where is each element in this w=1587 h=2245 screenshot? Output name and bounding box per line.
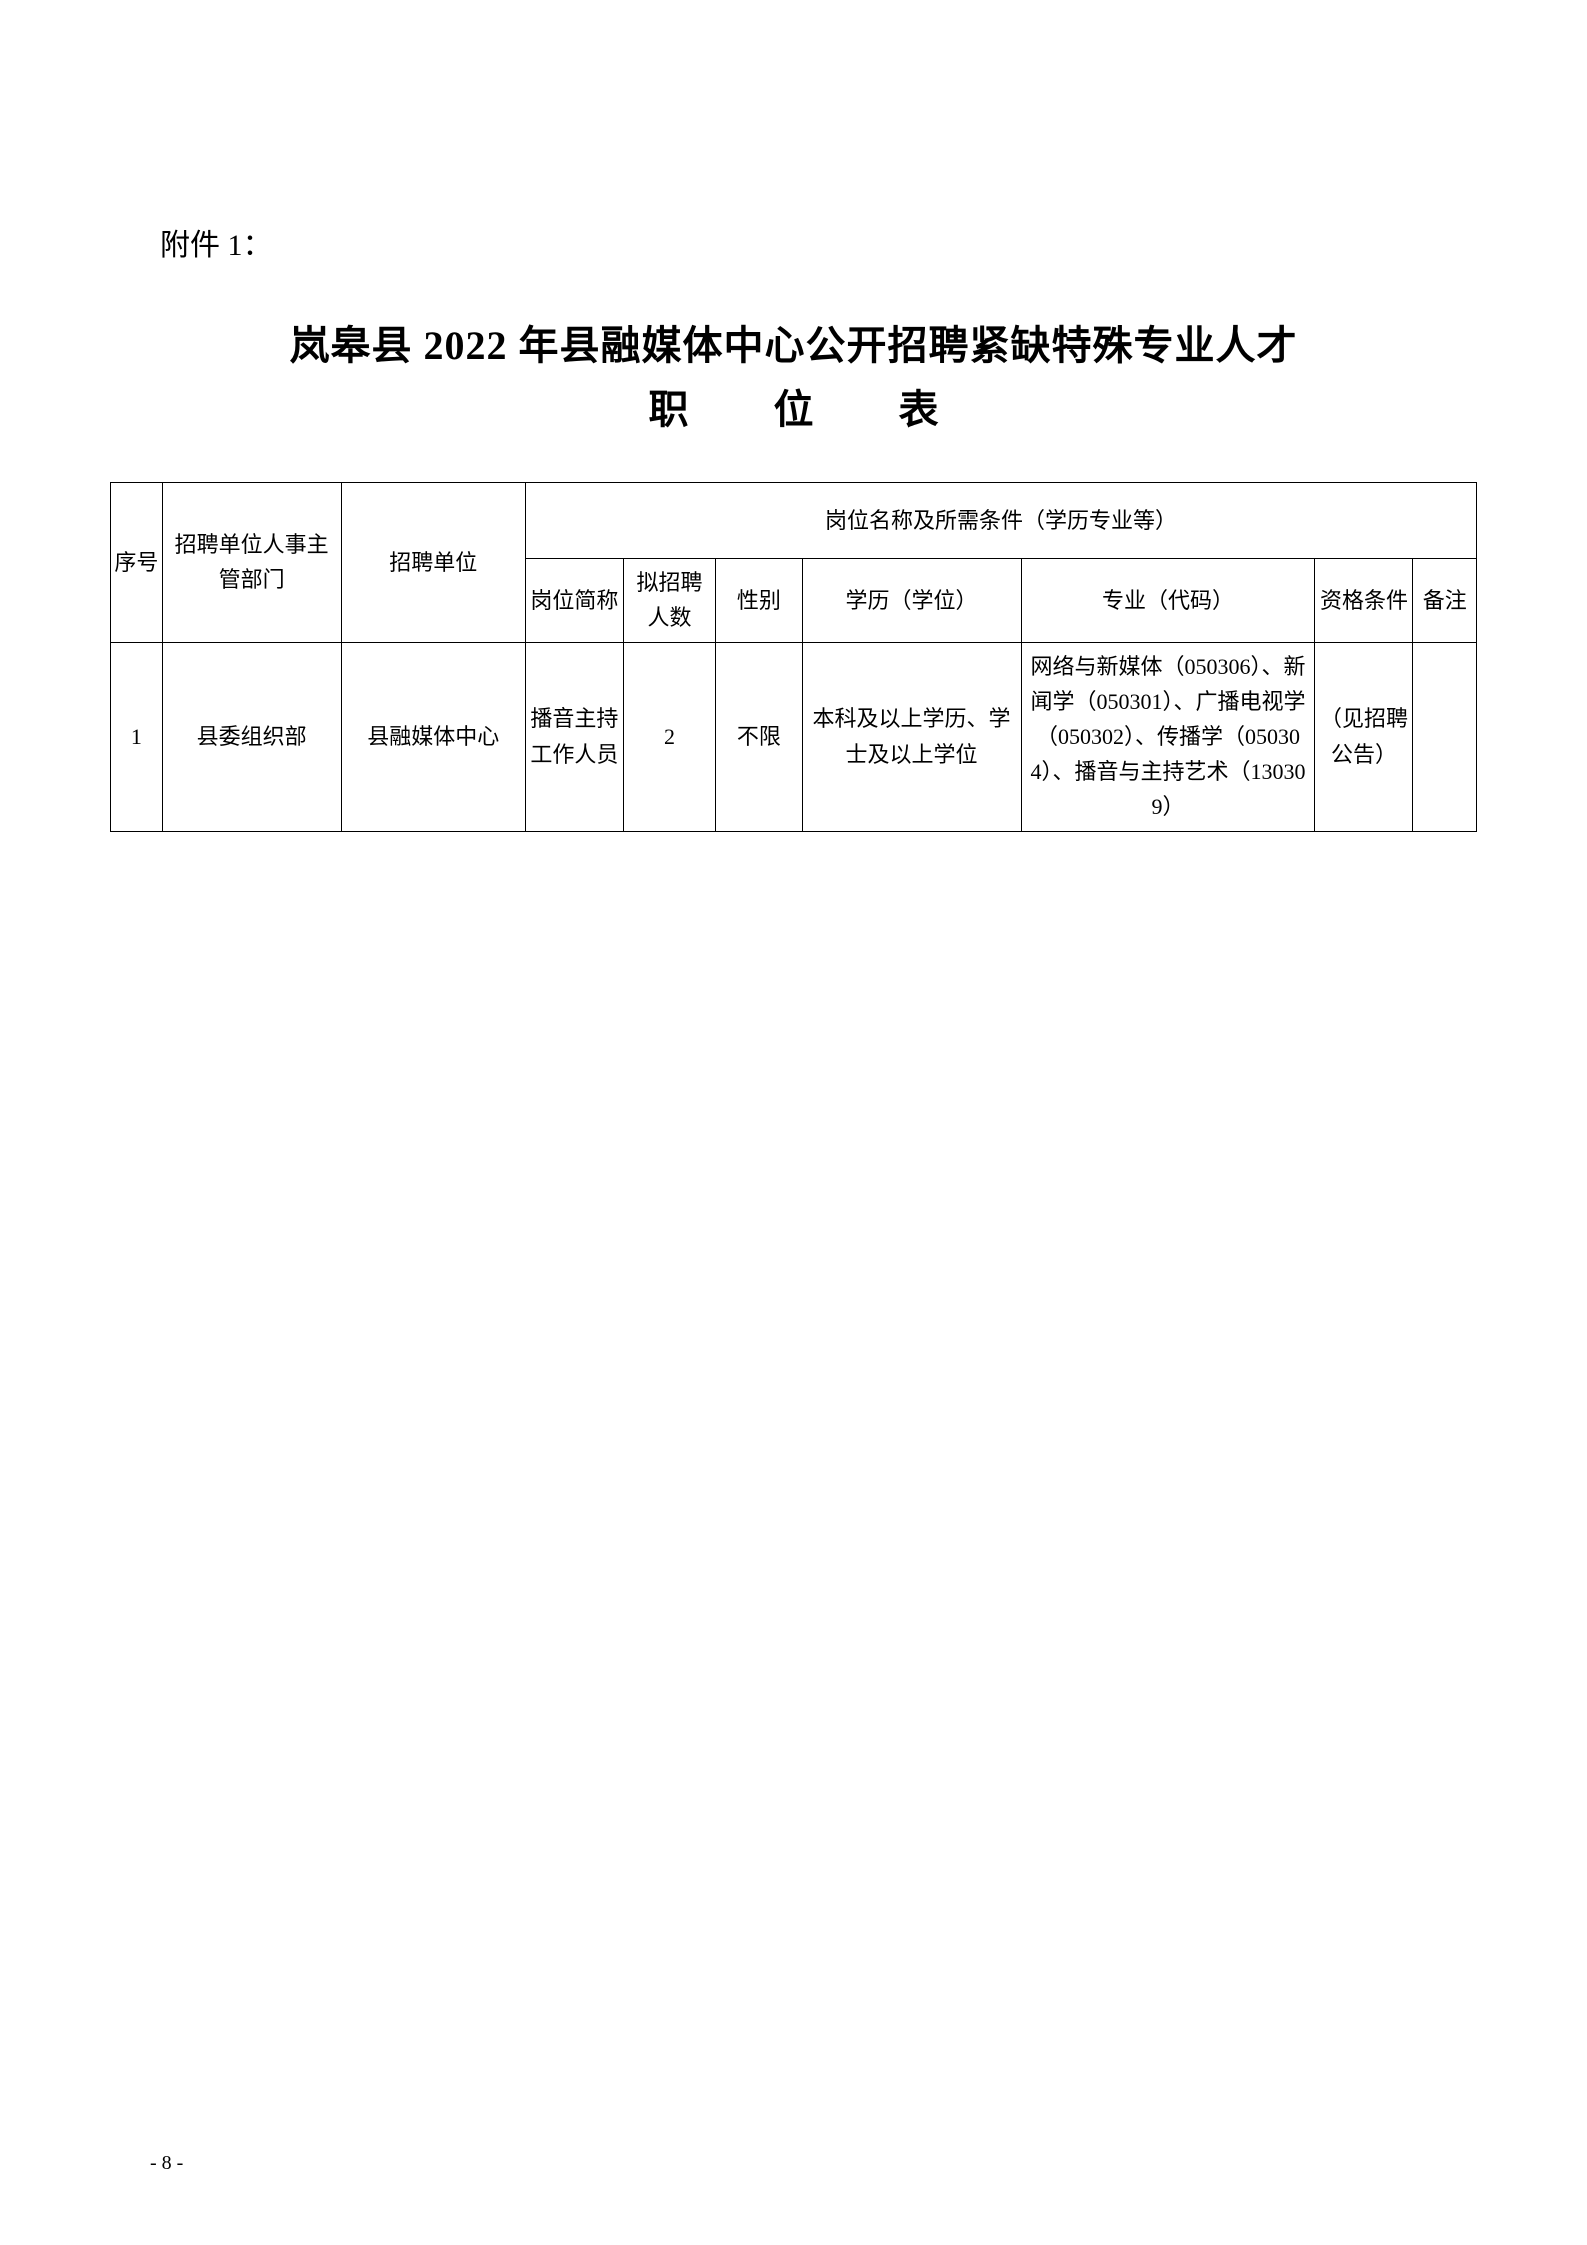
cell-pos: 播音主持工作人员 — [525, 642, 623, 831]
th-sex: 性别 — [716, 559, 802, 642]
table-body: 1 县委组织部 县融媒体中心 播音主持工作人员 2 不限 本科及以上学历、学士及… — [111, 642, 1477, 831]
th-qual: 资格条件 — [1315, 559, 1413, 642]
cell-edu: 本科及以上学历、学士及以上学位 — [802, 642, 1021, 831]
page-number: - 8 - — [150, 2152, 183, 2175]
cell-num: 2 — [623, 642, 715, 831]
position-table: 序号 招聘单位人事主管部门 招聘单位 岗位名称及所需条件（学历专业等） 岗位简称… — [110, 482, 1477, 832]
title-line-1: 岚皋县 2022 年县融媒体中心公开招聘紧缺特殊专业人才 — [110, 314, 1477, 378]
cell-unit: 县融媒体中心 — [341, 642, 525, 831]
cell-dept: 县委组织部 — [162, 642, 341, 831]
title-block: 岚皋县 2022 年县融媒体中心公开招聘紧缺特殊专业人才 职位表 — [110, 314, 1477, 442]
title-line-2: 职位表 — [110, 378, 1477, 442]
th-edu: 学历（学位） — [802, 559, 1021, 642]
cell-sex: 不限 — [716, 642, 802, 831]
th-unit: 招聘单位 — [341, 483, 525, 643]
cell-seq: 1 — [111, 642, 163, 831]
th-group: 岗位名称及所需条件（学历专业等） — [525, 483, 1476, 559]
th-num: 拟招聘人数 — [623, 559, 715, 642]
table-row: 1 县委组织部 县融媒体中心 播音主持工作人员 2 不限 本科及以上学历、学士及… — [111, 642, 1477, 831]
th-dept: 招聘单位人事主管部门 — [162, 483, 341, 643]
cell-qual: （见招聘公告） — [1315, 642, 1413, 831]
th-major: 专业（代码） — [1021, 559, 1315, 642]
document-page: 附件 1： 岚皋县 2022 年县融媒体中心公开招聘紧缺特殊专业人才 职位表 序… — [0, 0, 1587, 2245]
cell-major: 网络与新媒体（050306）、新闻学（050301）、广播电视学（050302）… — [1021, 642, 1315, 831]
cell-remark — [1413, 642, 1477, 831]
table-header: 序号 招聘单位人事主管部门 招聘单位 岗位名称及所需条件（学历专业等） 岗位简称… — [111, 483, 1477, 643]
attachment-label: 附件 1： — [160, 220, 1477, 264]
th-remark: 备注 — [1413, 559, 1477, 642]
th-pos: 岗位简称 — [525, 559, 623, 642]
th-seq: 序号 — [111, 483, 163, 643]
